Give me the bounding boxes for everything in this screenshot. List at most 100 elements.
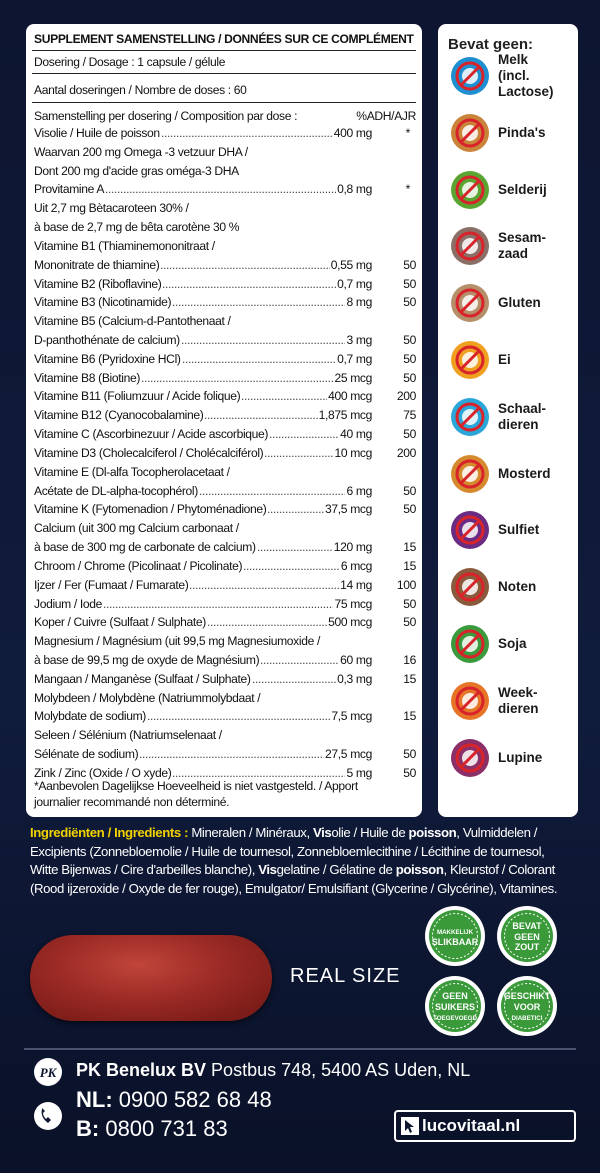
real-size-label: REAL SIZE [290,965,401,987]
leader-dots: ........................................… [204,408,318,423]
nutrient-daily-value: 15 [403,558,416,573]
nutrient-label: Vitamine B11 (Foliumzuur / Acide folique… [34,389,241,404]
allergen-item: Sesam- zaad [450,224,578,268]
composition-row: Molybdate de sodium)....................… [34,708,416,724]
leader-dots: ........................................… [260,652,339,667]
allergen-item: Sulfiet [450,508,578,552]
nutrient-amount: 0,8 mg [337,182,372,197]
nutrient-label: à base de 99,5 mg de oxyde de Magnésium) [34,652,260,667]
company-name: PK Benelux BV [76,1060,207,1080]
ingredients-part: , Kleurstof / Colorant (Rood ijzeroxide … [30,862,558,896]
nutrient-daily-value: 50 [403,333,416,348]
peanut-icon [450,113,490,153]
badge-diabetic: GESCHIKT VOOR DIABETICI [496,975,558,1037]
allergen-panel-title: Bevat geen: [448,36,534,53]
nutrient-label: Mangaan / Manganèse (Sulfaat / Sulphate) [34,671,251,686]
nutrient-daily-value: * [405,126,411,140]
nutrient-daily-value: * [405,182,411,197]
allergen-item: Week- dieren [450,679,578,723]
composition-row: Mangaan / Manganèse (Sulfaat / Sulphate)… [34,671,416,687]
badge-easy-swallow: MAKKELIJK SLIKBAAR [424,905,486,967]
svg-text:SLIKBAAR: SLIKBAAR [432,937,479,947]
composition-row: Vitamine C (Ascorbinezuur / Acide ascorb… [34,426,416,442]
composition-row: Vitamine B1 (Thiaminemononitraat / [34,238,416,254]
nutrient-daily-value: 50 [403,596,416,611]
allergen-label: Ei [498,352,511,367]
leader-dots: ........................................… [264,445,333,460]
composition-row: Vitamine B8 (Biotine)...................… [34,370,416,386]
nutrient-daily-value: 50 [403,370,416,385]
composition-row: Sélénate de sodium).....................… [34,746,416,762]
capsule-image [30,935,272,1021]
nutrient-amount: 25 mcg [334,370,372,385]
nutrient-label: à base de 2,7 mg de bêta carotène 30 % [34,220,240,235]
nutrient-amount: 14 mg [340,577,372,592]
egg-icon [450,340,490,380]
website-link[interactable]: lucovitaal.nl [394,1110,576,1142]
allergen-item: Noten [450,565,578,609]
nutrient-amount: 7,5 mcg [331,709,372,724]
badge-no-sugar: GEEN SUIKERS TOEGEVOEGD [424,975,486,1037]
nutrient-label: Ijzer / Fer (Fumaat / Fumarate) [34,577,189,592]
allergen-item: Lupine [450,736,578,780]
ingredients-part: , Vulmiddelen / Excipients (Zonnebloemol… [30,825,545,877]
nutrient-amount: 3 mg [346,333,373,348]
ingredients-part: gelatine / Gélatine de [276,862,396,877]
nutrient-amount: 0,7 mg [337,276,372,291]
composition-row: Jodium / Iode...........................… [34,596,416,612]
composition-row: Seleen / Sélénium (Natriumselenaat / [34,727,416,743]
composition-row: Vitamine D3 (Cholecalciferol / Cholécalc… [34,445,416,461]
leader-dots: ........................................… [199,483,345,498]
nutrient-daily-value: 50 [403,351,416,366]
svg-text:GEEN: GEEN [442,991,468,1001]
nutrient-daily-value: 200 [396,389,416,404]
nutrient-daily-value: 50 [403,295,416,310]
website-url[interactable]: lucovitaal.nl [422,1116,521,1135]
nutrient-amount: 8 mg [346,295,373,310]
nutrient-label: Sélénate de sodium) [34,747,139,762]
allergen-item: Pinda's [450,111,578,155]
leader-dots: ........................................… [161,126,333,140]
nutrient-label: Provitamine A [34,182,105,197]
phone-nl-number[interactable]: 0900 582 68 48 [112,1087,272,1112]
ingredients-bold: Vis [258,862,277,877]
composition-row: Vitamine B6 (Pyridoxine HCl)............… [34,351,416,367]
pk-benelux-logo: PK [32,1056,64,1088]
nutrient-daily-value: 15 [403,540,416,555]
nutrient-label: Zink / Zinc (Oxide / O xyde) [34,765,172,780]
svg-text:ZOUT: ZOUT [515,942,540,952]
composition-row: Vitamine B5 (Calcium-d-Pantothenaat / [34,313,416,329]
nutrient-amount: 10 mcg [334,445,372,460]
composition-row: Dont 200 mg d'acide gras oméga-3 DHA [34,163,416,179]
composition-row: Vitamine B3 (Nicotinamide)..............… [34,294,416,310]
dosage-text: Dosering / Dosage : 1 capsule / gélule [34,55,226,69]
footnote-line-1: *Aanbevolen Dagelijkse Hoeveelheid is ni… [34,779,358,793]
nutrient-label: Vitamine K (Fytomenadion / Phytoménadion… [34,502,267,517]
leader-dots: ........................................… [141,370,333,385]
nutrient-label: Mononitrate de thiamine) [34,257,160,272]
milk-icon [450,56,490,96]
nutrient-amount: 75 mcg [334,596,372,611]
nutrient-label: Vitamine B5 (Calcium-d-Pantothenaat / [34,314,231,329]
phone-be-number[interactable]: 0800 731 83 [99,1116,228,1141]
phone-icon [32,1100,64,1132]
nutrient-label: Vitamine B6 (Pyridoxine HCl) [34,351,181,366]
composition-row: Calcium (uit 300 mg Calcium carbonaat / [34,520,416,536]
ingredients-bold: Vis [313,825,332,840]
nutrient-amount: 1,875 mcg [318,408,373,423]
svg-text:SUIKERS: SUIKERS [435,1002,475,1012]
allergen-label: Week- dieren [498,684,539,716]
nutrient-label: Vitamine B2 (Riboflavine) [34,276,162,291]
nutrient-label: Calcium (uit 300 mg Calcium carbonaat / [34,521,239,536]
nutrient-label: Waarvan 200 mg Omega -3 vetzuur DHA / [34,144,248,159]
nutrient-amount: 37,5 mcg [325,502,372,517]
nutrient-amount: 400 mcg [328,389,372,404]
allergen-label: Soja [498,636,527,651]
mustard-icon [450,454,490,494]
leader-dots: ........................................… [241,389,327,404]
nutrient-label: à base de 300 mg de carbonate de calcium… [34,540,256,555]
panel-title: SUPPLEMENT SAMENSTELLING / DONNÉES SUR C… [34,32,414,46]
nutrient-label: Visolie / Huile de poisson [34,126,160,140]
nutrient-label: Vitamine D3 (Cholecalciferol / Cholécalc… [34,445,264,460]
leader-dots: ........................................… [207,615,327,630]
